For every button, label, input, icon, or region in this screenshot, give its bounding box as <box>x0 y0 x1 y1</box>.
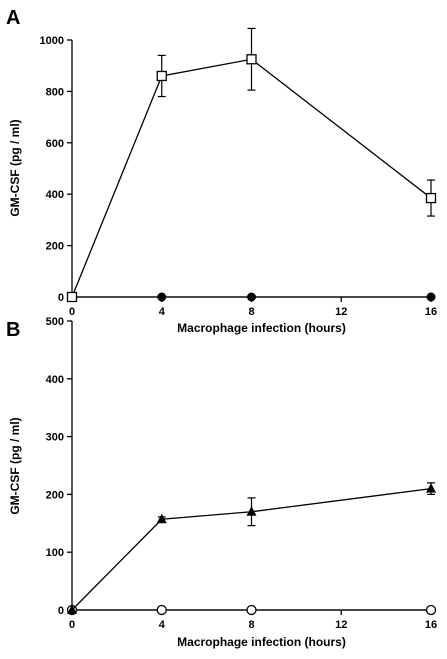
series-filled-triangle <box>67 482 436 614</box>
series-line <box>71 487 432 611</box>
data-point <box>156 604 167 616</box>
data-point <box>425 604 437 616</box>
x-tick-label: 0 <box>69 619 75 631</box>
x-tick-label: 4 <box>159 619 166 631</box>
y-tick-label: 400 <box>46 374 64 386</box>
y-axis-title: GM-CSF (pg / ml) <box>8 119 22 216</box>
series-open-square <box>66 27 437 303</box>
y-tick-label: 200 <box>46 489 64 501</box>
y-tick-label: 800 <box>46 86 64 98</box>
data-point <box>66 291 78 303</box>
panel-label: B <box>6 319 20 341</box>
x-tick-label: 12 <box>335 619 347 631</box>
data-point <box>67 604 77 614</box>
y-tick-label: 200 <box>46 241 64 253</box>
panel-label: A <box>6 7 20 29</box>
data-point <box>426 483 436 493</box>
data-point <box>157 292 167 302</box>
panel-a: A 0 200 400 600 800 1000 0 4 8 12 16 Macrophage infe… <box>6 7 437 335</box>
series-filled-circle <box>67 292 436 302</box>
x-tick-label: 16 <box>425 306 437 318</box>
y-tick-label: 400 <box>46 189 64 201</box>
y-tick-label: 500 <box>46 316 64 328</box>
x-tick-label: 8 <box>248 619 254 631</box>
x-tick-label: 16 <box>425 619 437 631</box>
data-point <box>156 70 167 82</box>
data-point <box>246 54 257 65</box>
series-line <box>71 58 432 298</box>
data-point <box>425 192 437 204</box>
series-open-circle <box>66 604 437 616</box>
y-axis-title: GM-CSF (pg / ml) <box>8 417 22 514</box>
y-tick-label: 100 <box>46 547 64 559</box>
data-point <box>246 604 257 616</box>
y-tick-label: 1000 <box>40 35 64 47</box>
data-point <box>426 292 436 302</box>
x-axis-title: Macrophage infection (hours) <box>177 321 346 335</box>
x-tick-label: 0 <box>69 306 75 318</box>
data-point <box>247 292 256 302</box>
y-tick-label: 600 <box>46 138 64 150</box>
x-tick-label: 4 <box>159 306 166 318</box>
y-tick-label: 0 <box>58 605 64 617</box>
x-tick-label: 8 <box>248 306 254 318</box>
data-point <box>246 506 257 516</box>
panel-b: B 0 100 200 300 400 500 0 4 8 12 16 Macrophage infec… <box>6 316 437 649</box>
data-point <box>156 513 167 524</box>
y-tick-label: 0 <box>58 292 64 304</box>
x-tick-label: 12 <box>335 306 347 318</box>
x-axis-title: Macrophage infection (hours) <box>177 635 346 649</box>
y-tick-label: 300 <box>46 432 64 444</box>
